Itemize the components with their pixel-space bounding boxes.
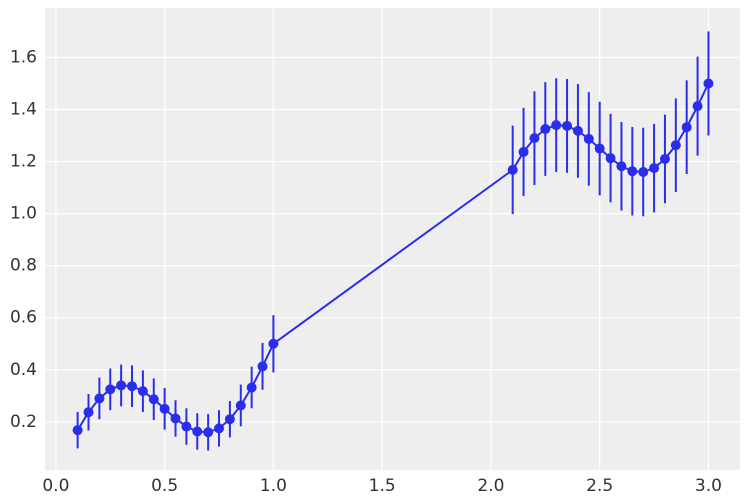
point bbox=[148, 394, 159, 405]
point bbox=[627, 166, 638, 177]
point bbox=[692, 101, 703, 112]
y-tick-label: 0.8 bbox=[10, 256, 37, 276]
x-tick-label: 1.0 bbox=[260, 476, 287, 496]
point bbox=[529, 133, 540, 144]
x-tick-label: 2.5 bbox=[586, 476, 613, 496]
point bbox=[94, 393, 105, 404]
y-tick-label: 1.6 bbox=[10, 47, 37, 67]
point bbox=[540, 124, 551, 135]
y-tick-label: 0.6 bbox=[10, 308, 37, 328]
point bbox=[224, 414, 235, 425]
point bbox=[72, 425, 83, 436]
point bbox=[670, 140, 681, 151]
point bbox=[214, 423, 225, 434]
point bbox=[649, 163, 660, 174]
x-tick-label: 0.0 bbox=[42, 476, 69, 496]
y-tick-label: 1.4 bbox=[10, 100, 37, 120]
y-tick-label: 0.2 bbox=[10, 412, 37, 432]
point bbox=[268, 338, 279, 349]
point bbox=[235, 400, 246, 411]
point bbox=[83, 407, 94, 418]
point bbox=[507, 164, 518, 175]
point bbox=[659, 153, 670, 164]
point bbox=[127, 381, 138, 392]
y-tick-label: 1.2 bbox=[10, 152, 37, 172]
point bbox=[137, 386, 148, 397]
point bbox=[703, 78, 714, 89]
point bbox=[116, 380, 127, 391]
point bbox=[518, 146, 529, 157]
point bbox=[616, 161, 627, 172]
point bbox=[594, 143, 605, 154]
point bbox=[257, 361, 268, 372]
point bbox=[605, 153, 616, 164]
point bbox=[170, 413, 181, 424]
point bbox=[583, 133, 594, 144]
plot-area bbox=[45, 8, 740, 470]
point bbox=[192, 426, 203, 437]
y-tick-label: 1.0 bbox=[10, 204, 37, 224]
point bbox=[562, 120, 573, 131]
x-tick-label: 3.0 bbox=[695, 476, 722, 496]
point bbox=[681, 122, 692, 133]
point bbox=[203, 427, 214, 438]
x-tick-label: 2.0 bbox=[477, 476, 504, 496]
point bbox=[105, 384, 116, 395]
point bbox=[181, 421, 192, 432]
point bbox=[246, 382, 257, 393]
point bbox=[572, 125, 583, 136]
point bbox=[159, 403, 170, 414]
point bbox=[551, 120, 562, 131]
x-tick-label: 1.5 bbox=[369, 476, 396, 496]
x-tick-label: 0.5 bbox=[151, 476, 178, 496]
point bbox=[638, 166, 649, 177]
y-tick-label: 0.4 bbox=[10, 360, 37, 380]
